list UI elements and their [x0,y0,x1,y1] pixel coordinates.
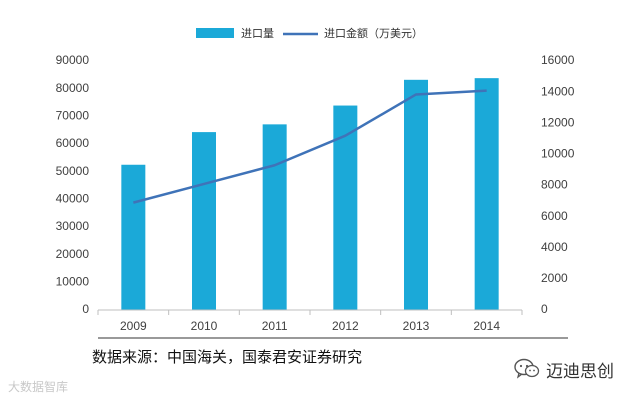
wechat-icon [514,358,540,379]
left-axis-tick-label: 90000 [56,53,90,67]
left-axis-tick-label: 60000 [56,136,90,150]
x-axis-tick-label: 2010 [191,319,218,333]
brand: 迈迪思创 [514,356,614,382]
bar [262,124,287,311]
right-axis-tick-label: 4000 [541,240,568,254]
right-axis-tick-label: 6000 [541,209,568,223]
x-axis-tick-label: 2014 [473,319,500,333]
left-axis-tick-label: 70000 [56,109,90,123]
x-axis-tick-label: 2013 [403,319,430,333]
chart: 进口量 进口金额（万美元） 010000200003000040000500006… [56,26,575,339]
right-axis-tick-label: 8000 [541,178,568,192]
left-axis-tick-label: 40000 [56,192,90,206]
source-note: 数据来源：中国海关，国泰君安证券研究 [92,348,363,366]
left-axis-tick-label: 50000 [56,164,90,178]
legend-swatch-bar [196,28,234,38]
legend-label-bar: 进口量 [241,27,274,40]
line-series [133,89,487,204]
left-axis-tick-label: 20000 [56,247,90,261]
bar [404,79,428,311]
bars [121,78,499,311]
right-axis-tick-label: 12000 [541,115,575,129]
x-axis-tick-label: 2011 [262,319,288,333]
series-line [133,89,487,204]
right-axis-tick-label: 16000 [541,53,575,67]
right-axis: 0 2000 4000 6000 8000 10000 12000 14000 16000 [541,53,575,316]
left-axis-tick-label: 0 [82,302,89,316]
left-axis-tick-label: 30000 [56,219,90,233]
left-axis-tick-label: 10000 [56,275,90,289]
bar [121,164,146,310]
right-axis-tick-label: 0 [541,302,548,316]
right-axis-tick-label: 2000 [541,271,568,285]
x-axis-tick-label: 2009 [120,319,147,333]
legend-label-line: 进口金额（万美元） [324,26,423,40]
bar [474,78,499,310]
watermark: 大数据智库 [8,380,69,394]
bar [192,132,216,310]
right-axis-tick-label: 14000 [541,84,575,98]
right-axis-tick-label: 10000 [541,147,575,161]
x-axis-tick-label: 2012 [332,319,359,333]
x-axis: 2009 2010 2011 2012 2013 2014 [97,309,568,339]
legend: 进口量 进口金额（万美元） [196,26,423,40]
left-axis: 0 10000 20000 30000 40000 50000 60000 70000 8000… [56,53,90,316]
brand-name: 迈迪思创 [546,361,614,382]
left-axis-tick-label: 80000 [56,81,90,95]
